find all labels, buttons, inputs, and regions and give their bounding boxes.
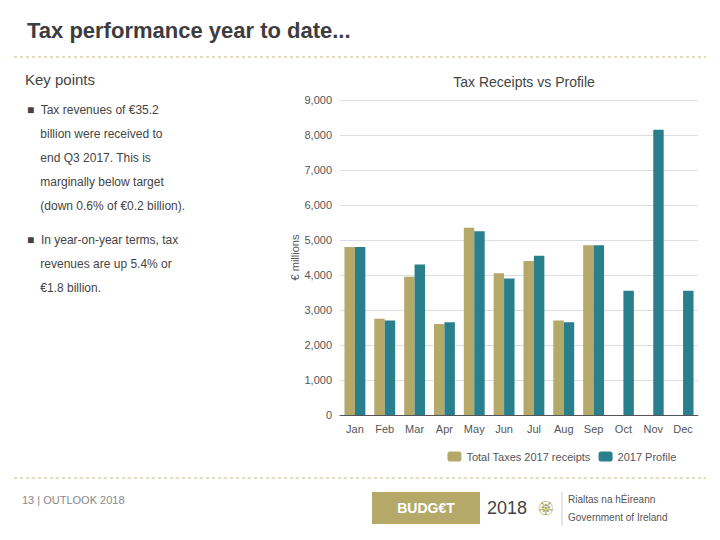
- svg-text:Tax performance year to date..: Tax performance year to date...: [27, 18, 351, 43]
- svg-text:Feb: Feb: [375, 423, 394, 435]
- svg-text:2018: 2018: [487, 498, 527, 518]
- svg-text:■ In year-on-year terms, tax: ■ In year-on-year terms, tax: [27, 233, 178, 247]
- svg-text:3,000: 3,000: [304, 304, 332, 316]
- svg-text:Key points: Key points: [25, 71, 95, 88]
- svg-text:8,000: 8,000: [304, 129, 332, 141]
- svg-text:marginally below target: marginally below target: [27, 175, 164, 189]
- svg-text:5,000: 5,000: [304, 234, 332, 246]
- svg-text:4,000: 4,000: [304, 269, 332, 281]
- svg-text:13 | OUTLOOK 2018: 13 | OUTLOOK 2018: [22, 494, 125, 506]
- svg-text:Jun: Jun: [495, 423, 513, 435]
- svg-text:€1.8 billion.: €1.8 billion.: [27, 281, 101, 295]
- svg-text:€ millions: € millions: [289, 234, 301, 280]
- svg-text:6,000: 6,000: [304, 199, 332, 211]
- svg-text:billion were received to: billion were received to: [27, 127, 163, 141]
- svg-text:revenues are up 5.4% or: revenues are up 5.4% or: [27, 257, 172, 271]
- svg-text:Tax Receipts vs Profile: Tax Receipts vs Profile: [453, 74, 595, 90]
- svg-text:Mar: Mar: [405, 423, 424, 435]
- svg-text:Aug: Aug: [554, 423, 574, 435]
- svg-text:1,000: 1,000: [304, 374, 332, 386]
- svg-text:Oct: Oct: [615, 423, 632, 435]
- svg-text:0: 0: [326, 409, 332, 421]
- svg-text:Rialtas na hÉireann: Rialtas na hÉireann: [568, 493, 655, 505]
- svg-text:■ Tax revenues of €35.2: ■ Tax revenues of €35.2: [27, 103, 159, 117]
- svg-text:2017 Profile: 2017 Profile: [618, 451, 677, 463]
- svg-text:🏵: 🏵: [537, 500, 555, 516]
- svg-text:Government of Ireland: Government of Ireland: [568, 512, 668, 523]
- svg-text:Jan: Jan: [346, 423, 364, 435]
- svg-text:9,000: 9,000: [304, 94, 332, 106]
- svg-text:Dec: Dec: [673, 423, 693, 435]
- svg-text:Total Taxes 2017 receipts: Total Taxes 2017 receipts: [466, 451, 590, 463]
- svg-text:2,000: 2,000: [304, 339, 332, 351]
- svg-text:BUDG€T: BUDG€T: [397, 500, 455, 516]
- svg-text:Jul: Jul: [527, 423, 541, 435]
- svg-text:7,000: 7,000: [304, 164, 332, 176]
- svg-text:May: May: [464, 423, 485, 435]
- svg-text:(down 0.6% of €0.2 billion).: (down 0.6% of €0.2 billion).: [27, 199, 185, 213]
- svg-text:Sep: Sep: [584, 423, 604, 435]
- svg-text:end Q3 2017. This is: end Q3 2017. This is: [27, 151, 151, 165]
- svg-text:Nov: Nov: [643, 423, 663, 435]
- svg-text:Apr: Apr: [436, 423, 453, 435]
